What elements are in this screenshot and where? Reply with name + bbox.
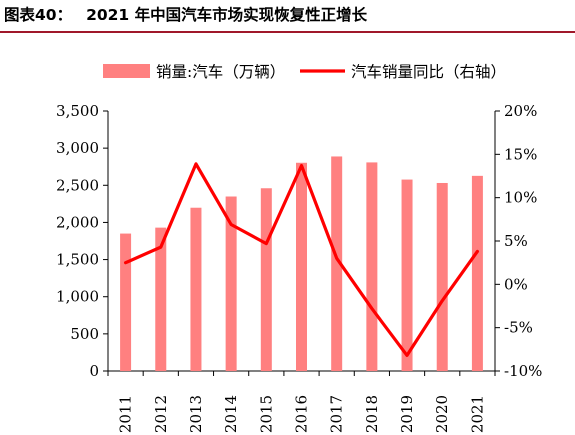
y-left-tick-label: 1,000 xyxy=(56,288,99,306)
y-right-tick-label: 15% xyxy=(504,145,537,163)
bar-2018 xyxy=(366,162,378,371)
bar-2013 xyxy=(190,207,202,371)
bar-2020 xyxy=(436,182,448,371)
y-right-tick-label: -10% xyxy=(504,362,542,380)
legend-swatch-sales xyxy=(103,64,150,78)
bar-2016 xyxy=(296,162,307,371)
legend-label-yoy: 汽车销量同比（右轴） xyxy=(351,63,506,81)
y-right-tick-label: 5% xyxy=(504,232,528,250)
x-tick-label: 2012 xyxy=(152,395,170,433)
x-tick-label: 2016 xyxy=(293,395,311,433)
bar-2015 xyxy=(260,188,272,371)
bar-2011 xyxy=(120,233,132,371)
bar-2019 xyxy=(401,179,413,371)
y-left-tick-label: 1,500 xyxy=(56,251,99,269)
x-tick-label: 2017 xyxy=(328,395,346,433)
y-right-tick-label: 20% xyxy=(504,102,537,120)
y-left-tick-label: 3,000 xyxy=(56,139,99,157)
legend-label-sales: 销量:汽车（万辆） xyxy=(156,63,285,81)
x-tick-label: 2011 xyxy=(117,395,135,433)
bar-2014 xyxy=(225,196,237,371)
y-right-tick-label: 0% xyxy=(504,275,528,293)
y-right-tick-label: 10% xyxy=(504,189,537,207)
bar-2017 xyxy=(331,156,343,371)
x-tick-label: 2021 xyxy=(468,395,486,433)
x-tick-label: 2015 xyxy=(257,395,275,433)
y-left-tick-label: 2,500 xyxy=(56,176,99,194)
y-left-tick-label: 2,000 xyxy=(56,213,99,231)
x-tick-label: 2014 xyxy=(222,395,240,433)
bar-2021 xyxy=(471,175,483,371)
figure-title: 2021 年中国汽车市场实现恢复性正增长 xyxy=(86,6,368,24)
x-tick-label: 2018 xyxy=(363,395,381,433)
figure-label: 图表40： xyxy=(4,6,73,24)
y-left-tick-label: 0 xyxy=(89,362,99,380)
bar-2012 xyxy=(155,227,167,371)
y-left-tick-label: 500 xyxy=(70,325,99,343)
x-tick-label: 2019 xyxy=(398,395,416,433)
x-tick-label: 2013 xyxy=(187,395,205,433)
y-left-tick-label: 3,500 xyxy=(56,102,99,120)
x-tick-label: 2020 xyxy=(433,395,451,433)
y-right-tick-label: -5% xyxy=(504,319,533,337)
chart-title: 图表40： 2021 年中国汽车市场实现恢复性正增长 xyxy=(4,2,571,28)
title-divider xyxy=(0,31,575,33)
